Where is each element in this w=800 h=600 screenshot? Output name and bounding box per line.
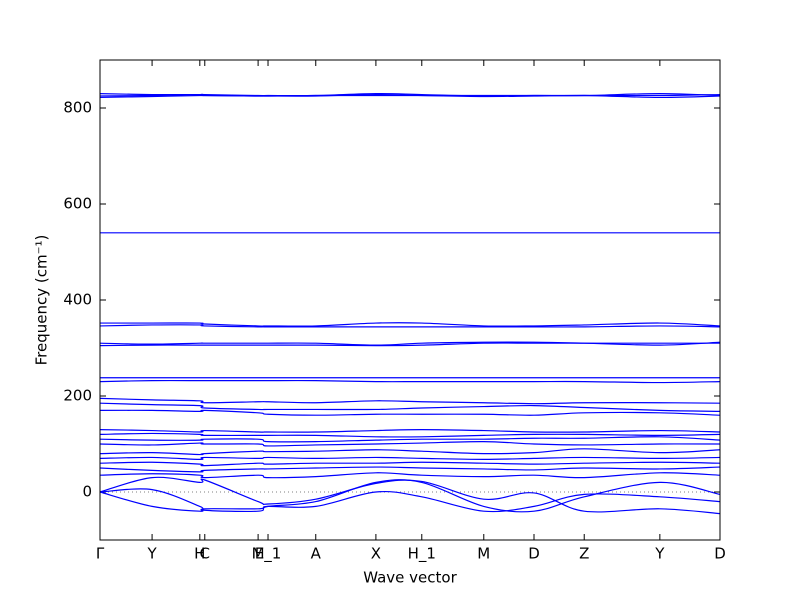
x-tick-label: H_1: [408, 545, 436, 564]
band-line: [99, 402, 721, 412]
band-line: [99, 466, 721, 473]
band-line: [100, 322, 721, 327]
band-line: [99, 436, 721, 443]
x-tick-label: X: [371, 545, 381, 563]
band-line: [99, 324, 721, 328]
x-tick-label: C: [200, 545, 210, 563]
x-tick-label: A: [311, 545, 322, 563]
x-tick-label: E_1: [255, 545, 282, 564]
band-line: [99, 93, 721, 99]
y-tick-label: 800: [63, 99, 92, 117]
x-axis-label: Wave vector: [363, 569, 457, 587]
x-tick-label: H: [194, 545, 205, 563]
band-line: [99, 432, 721, 438]
x-tick-label: Z: [579, 545, 589, 563]
x-tick-label: D: [714, 545, 726, 563]
band-line: [99, 472, 721, 479]
y-tick-label: 200: [63, 387, 92, 405]
band-line: [99, 448, 721, 456]
band-line: [99, 440, 721, 447]
band-line: [99, 379, 721, 384]
x-tick-label: Γ: [96, 545, 105, 563]
x-tick-label: D: [528, 545, 540, 563]
band-line: [99, 428, 721, 433]
band-line: [99, 491, 721, 513]
y-tick-label: 600: [63, 195, 92, 213]
band-line: [99, 461, 721, 467]
y-tick-label: 400: [63, 291, 92, 309]
plot-frame: [99, 59, 721, 541]
y-tick-label: 0: [82, 483, 92, 501]
band-line: [99, 409, 721, 416]
x-tick-label: Y: [146, 545, 157, 563]
x-tick-label: M: [252, 545, 265, 563]
band-line: [99, 479, 721, 513]
band-line: [99, 456, 721, 460]
x-tick-label: M: [477, 545, 490, 563]
x-tick-label: Y: [654, 545, 665, 563]
y-axis-label: Frequency (cm⁻¹): [33, 235, 51, 366]
band-line: [99, 342, 720, 347]
band-line: [99, 397, 721, 405]
